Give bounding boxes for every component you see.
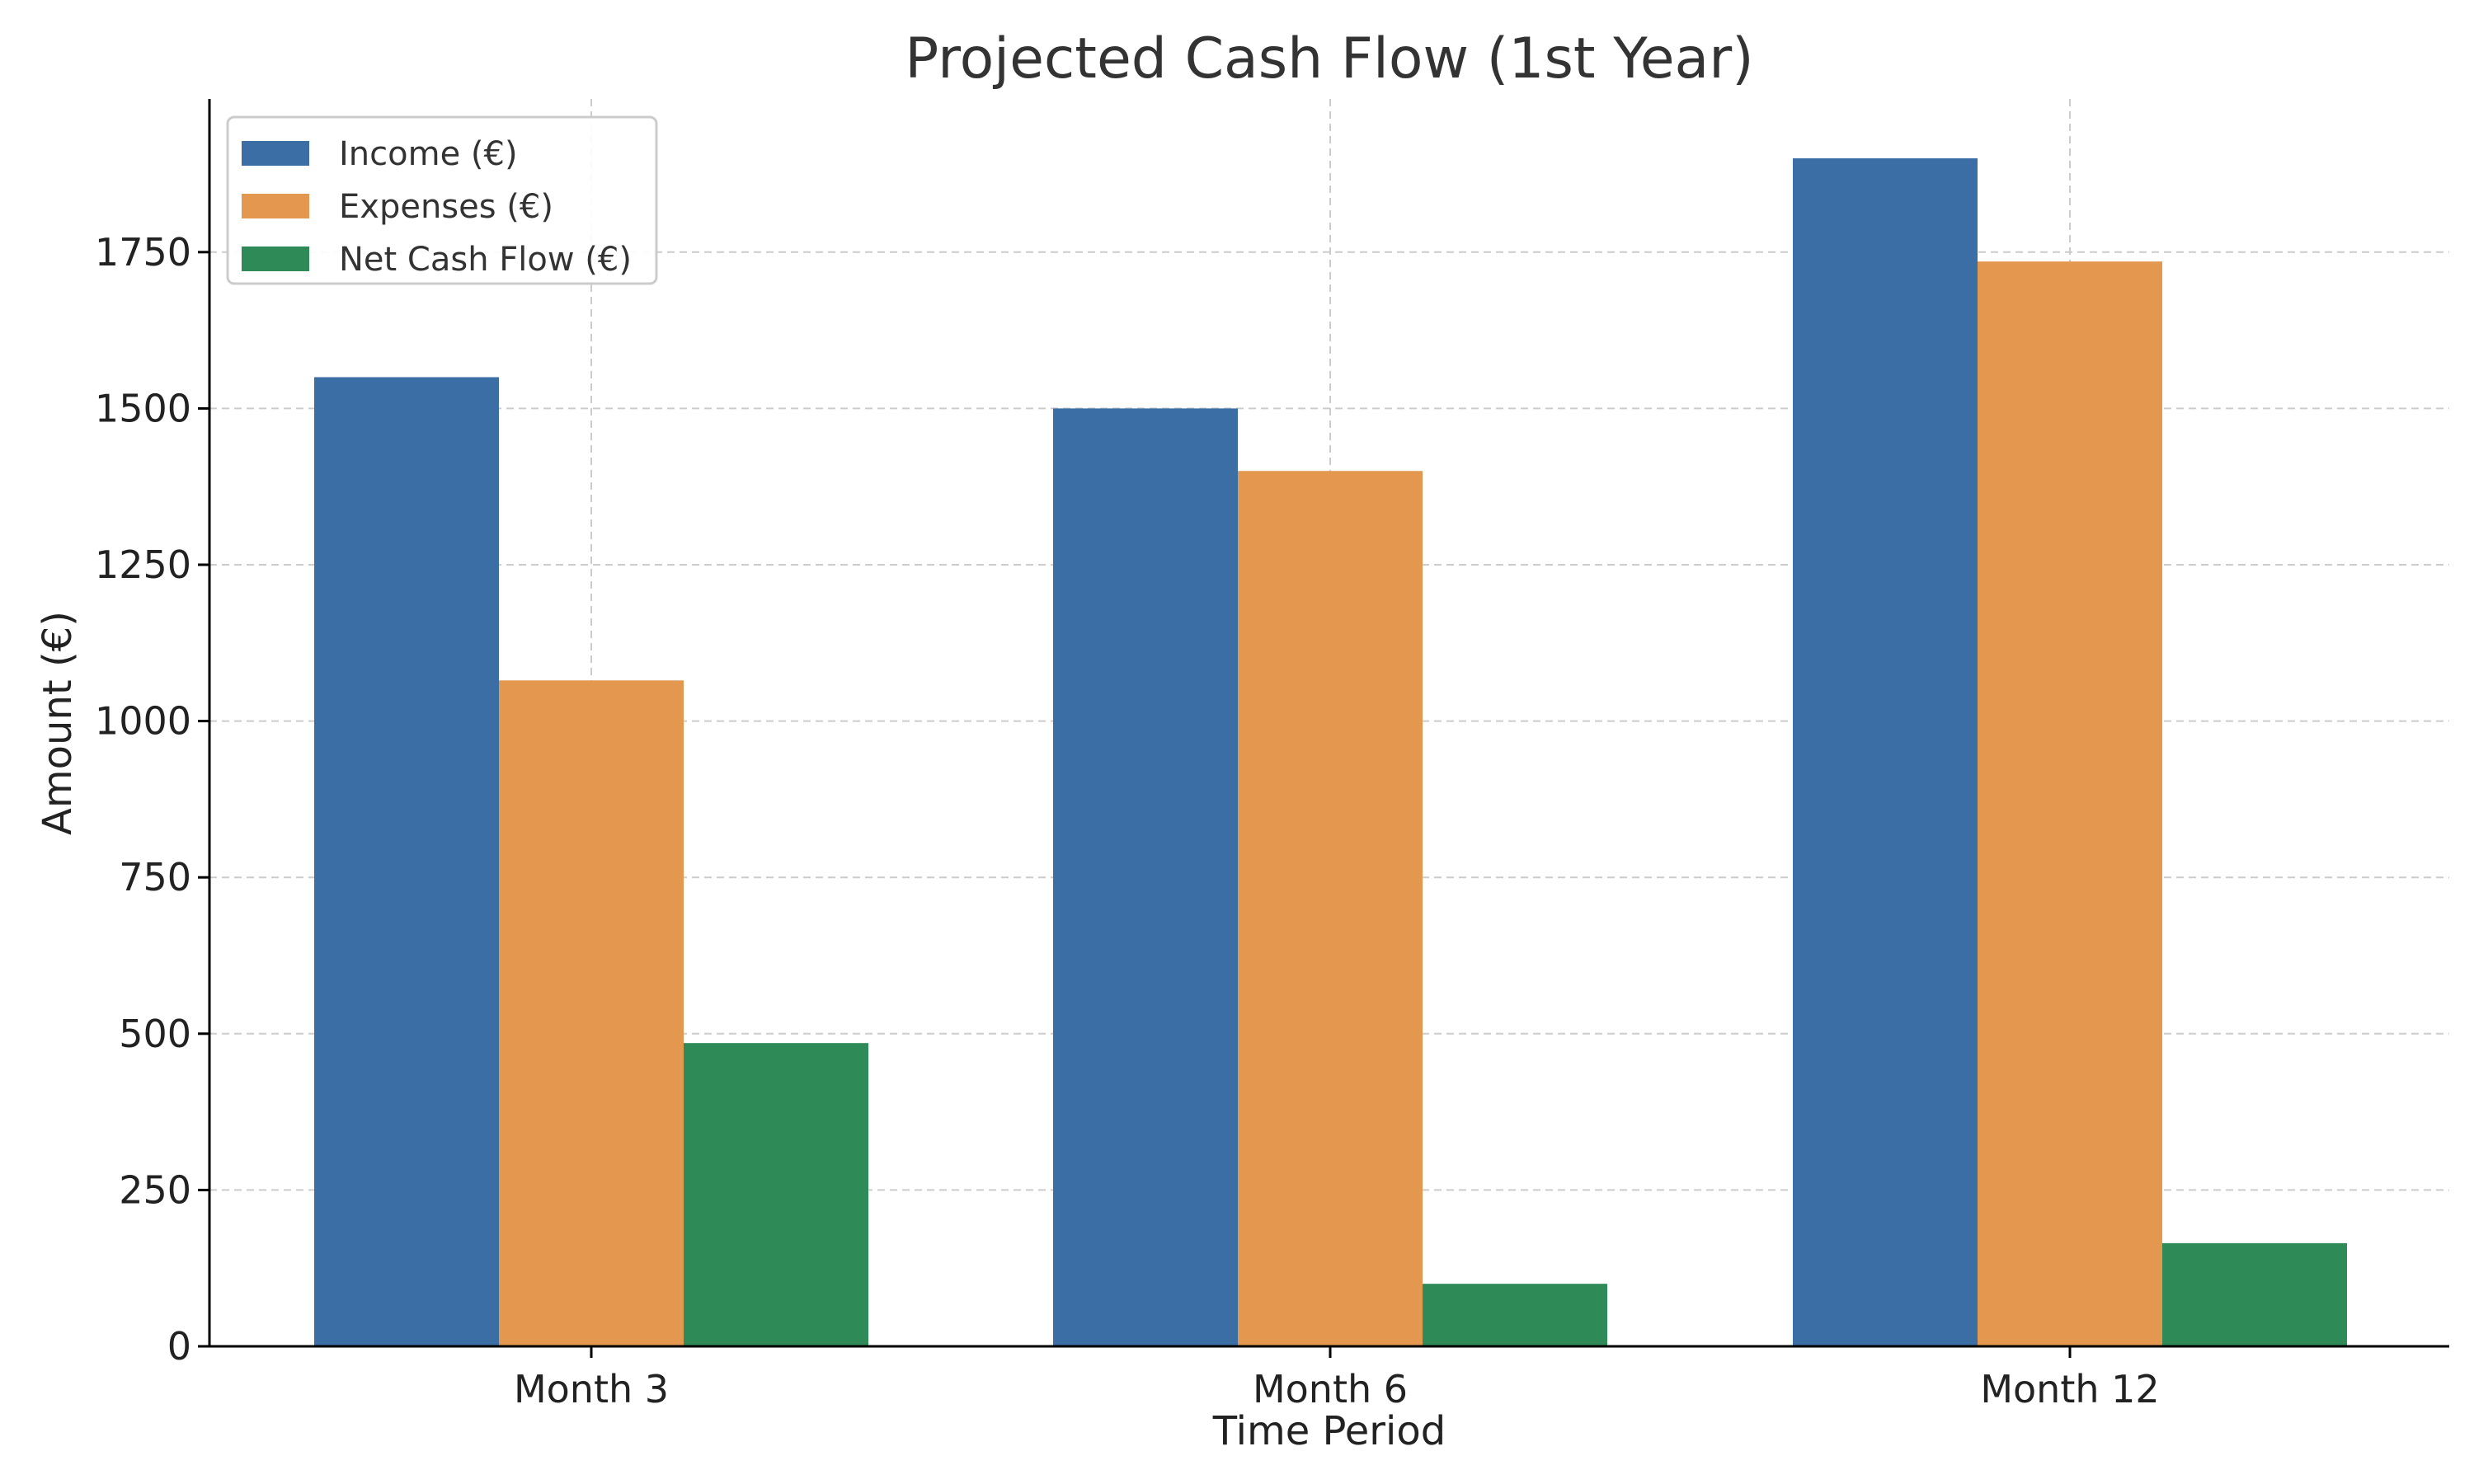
bar-income-2 xyxy=(1793,158,1978,1347)
bar-income-0 xyxy=(314,377,499,1346)
y-tick-label: 500 xyxy=(119,1012,191,1056)
legend-swatch xyxy=(242,194,309,218)
y-tick-label: 1750 xyxy=(95,230,191,275)
legend-swatch xyxy=(242,247,309,271)
bar-income-1 xyxy=(1053,408,1238,1346)
x-tick-label: Month 6 xyxy=(1253,1367,1408,1411)
legend-label: Net Cash Flow (€) xyxy=(339,241,632,279)
y-tick-label: 1500 xyxy=(95,386,191,430)
bar-expenses-2 xyxy=(1978,261,2162,1346)
legend-label: Expenses (€) xyxy=(339,188,553,226)
legend-box xyxy=(226,115,658,285)
legend-swatch xyxy=(242,141,309,166)
bar-expenses-0 xyxy=(499,680,684,1346)
y-tick-label: 250 xyxy=(119,1167,191,1212)
legend-label: Income (€) xyxy=(339,135,518,173)
y-tick-label: 1250 xyxy=(95,542,191,587)
y-tick-label: 1000 xyxy=(95,699,191,744)
ticks-layer: 0 250 500 750 1000 1250 1500 1750 Month 3 Month 6… xyxy=(95,230,2160,1411)
bar-net-cash-flow-0 xyxy=(684,1043,868,1346)
bar-expenses-1 xyxy=(1238,471,1423,1346)
y-axis-label: Amount (€) xyxy=(35,611,81,835)
x-tick-label: Month 12 xyxy=(1980,1367,2159,1411)
bar-net-cash-flow-1 xyxy=(1423,1284,1607,1346)
y-tick-label: 0 xyxy=(167,1324,191,1369)
bars-layer xyxy=(314,158,2347,1347)
legend: Income (€) Expenses (€) Net Cash Flow (€) xyxy=(226,115,658,285)
chart-title: Projected Cash Flow (1st Year) xyxy=(905,26,1753,92)
y-tick-label: 750 xyxy=(119,855,191,899)
bar-net-cash-flow-2 xyxy=(2162,1242,2347,1346)
x-tick-label: Month 3 xyxy=(514,1367,669,1411)
x-axis-label: Time Period xyxy=(1212,1408,1446,1454)
